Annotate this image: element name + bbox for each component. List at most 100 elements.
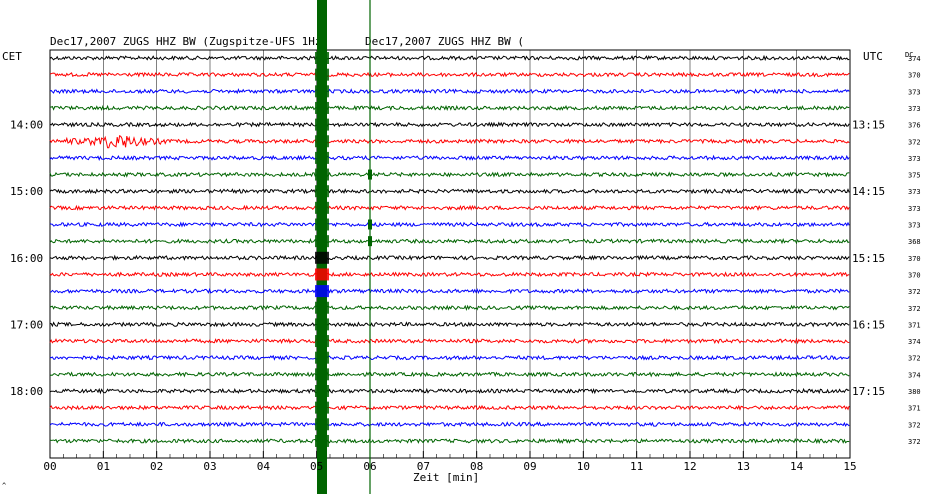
x-tick-label: 03 bbox=[203, 460, 216, 473]
trace-line bbox=[49, 135, 850, 149]
trace-line bbox=[49, 237, 850, 245]
trace-line bbox=[49, 287, 850, 295]
utc-time-label: 17:15 bbox=[852, 385, 885, 398]
x-tick-label: 01 bbox=[97, 460, 110, 473]
trace-line bbox=[49, 371, 850, 378]
event-burst-segment bbox=[315, 385, 329, 397]
dc-value: 370 bbox=[908, 255, 921, 263]
utc-time-label: 15:15 bbox=[852, 252, 885, 265]
x-tick-label: 08 bbox=[470, 460, 483, 473]
dc-value: 374 bbox=[908, 55, 921, 63]
event-burst-segment bbox=[315, 251, 329, 264]
dc-value: 374 bbox=[908, 338, 921, 346]
trace-line bbox=[49, 337, 850, 345]
trace-line bbox=[49, 121, 850, 128]
trace-line bbox=[49, 221, 850, 228]
trace-line bbox=[49, 104, 850, 112]
dc-value: 380 bbox=[908, 388, 921, 396]
event-burst-segment bbox=[315, 301, 329, 314]
x-tick-label: 02 bbox=[150, 460, 163, 473]
trace-line bbox=[49, 304, 850, 312]
event-burst-segment bbox=[315, 85, 329, 98]
x-tick-label: 04 bbox=[257, 460, 271, 473]
event-burst-segment bbox=[315, 285, 329, 298]
dc-value: 373 bbox=[908, 105, 921, 113]
event-burst-segment bbox=[315, 401, 329, 414]
x-tick-label: 00 bbox=[43, 460, 56, 473]
trace-line bbox=[49, 271, 850, 278]
footer-mark: ^ bbox=[2, 482, 6, 490]
event-burst-segment bbox=[315, 168, 329, 181]
labels: 00 01 02 03 04 05 06 07 08 09 10 11 12 13 14 15 14:00 15:… bbox=[10, 55, 921, 473]
x-tick-label: 05 bbox=[310, 460, 323, 473]
cet-time-label: 14:00 bbox=[10, 119, 43, 132]
dc-value: 374 bbox=[908, 371, 921, 379]
utc-time-label: 13:15 bbox=[852, 119, 885, 132]
x-tick-label: 09 bbox=[523, 460, 536, 473]
x-axis-label: Zeit [min] bbox=[413, 471, 479, 484]
header-right: Dec17,2007 ZUGS HHZ BW ( bbox=[365, 35, 524, 48]
x-tick-label: 13 bbox=[737, 460, 750, 473]
event-burst-segment bbox=[315, 135, 329, 148]
dc-value: 372 bbox=[908, 438, 921, 446]
event-burst-segment bbox=[315, 235, 329, 248]
dc-value: 370 bbox=[908, 271, 921, 279]
dc-value: 373 bbox=[908, 155, 921, 163]
event-burst-segment bbox=[315, 201, 329, 214]
dc-value: 373 bbox=[908, 88, 921, 96]
trace-line bbox=[49, 321, 850, 328]
grid bbox=[49, 49, 851, 459]
trace-line bbox=[49, 154, 850, 161]
dc-value: 373 bbox=[908, 188, 921, 196]
dc-value: 372 bbox=[908, 421, 921, 429]
trace-line bbox=[49, 254, 850, 261]
dc-value: 371 bbox=[908, 405, 921, 413]
header-left: Dec17,2007 ZUGS HHZ BW (Zugspitze-UFS 1H… bbox=[50, 35, 328, 48]
event-burst-segment bbox=[315, 218, 329, 231]
cet-time-label: 17:00 bbox=[10, 318, 43, 331]
trace-line bbox=[49, 204, 850, 211]
event-burst-segment bbox=[315, 368, 329, 381]
event-burst-segment bbox=[315, 335, 329, 348]
trace-line bbox=[49, 171, 850, 178]
event-spike bbox=[368, 219, 372, 230]
dc-value: 375 bbox=[908, 172, 921, 180]
cet-time-label: 15:00 bbox=[10, 185, 43, 198]
utc-time-label: 16:15 bbox=[852, 318, 885, 331]
utc-label: UTC bbox=[863, 50, 883, 63]
trace-line bbox=[49, 404, 850, 411]
trace-line bbox=[49, 421, 850, 428]
trace-line bbox=[49, 71, 850, 78]
x-tick-label: 15 bbox=[843, 460, 856, 473]
events bbox=[315, 0, 372, 494]
plot-frame bbox=[49, 49, 851, 459]
utc-time-label: 14:15 bbox=[852, 185, 885, 198]
x-tick-label: 10 bbox=[577, 460, 590, 473]
trace-line bbox=[49, 387, 850, 395]
event-burst-segment bbox=[315, 418, 329, 431]
traces bbox=[49, 54, 850, 445]
event-burst-segment bbox=[315, 434, 329, 447]
trace-line bbox=[49, 54, 850, 62]
event-burst-segment bbox=[315, 151, 329, 164]
event-burst-segment bbox=[315, 52, 329, 64]
dc-label: DC bbox=[905, 51, 913, 59]
event-spike bbox=[368, 236, 372, 247]
trace-line bbox=[49, 188, 850, 195]
trace-line bbox=[49, 354, 850, 361]
trace-line bbox=[49, 437, 850, 445]
event-burst-segment bbox=[315, 185, 329, 198]
event-burst-segment bbox=[315, 68, 329, 81]
x-tick-label: 12 bbox=[683, 460, 696, 473]
cet-time-label: 16:00 bbox=[10, 252, 43, 265]
dc-value: 373 bbox=[908, 205, 921, 213]
cet-time-label: 18:00 bbox=[10, 385, 43, 398]
cet-label: CET bbox=[2, 50, 22, 63]
dc-value: 368 bbox=[908, 238, 921, 246]
x-tick-label: 07 bbox=[417, 460, 430, 473]
x-tick-label: 14 bbox=[790, 460, 804, 473]
dc-value: 372 bbox=[908, 305, 921, 313]
event-burst-segment bbox=[315, 268, 329, 281]
dc-value: 373 bbox=[908, 222, 921, 230]
dc-value: 371 bbox=[908, 321, 921, 329]
